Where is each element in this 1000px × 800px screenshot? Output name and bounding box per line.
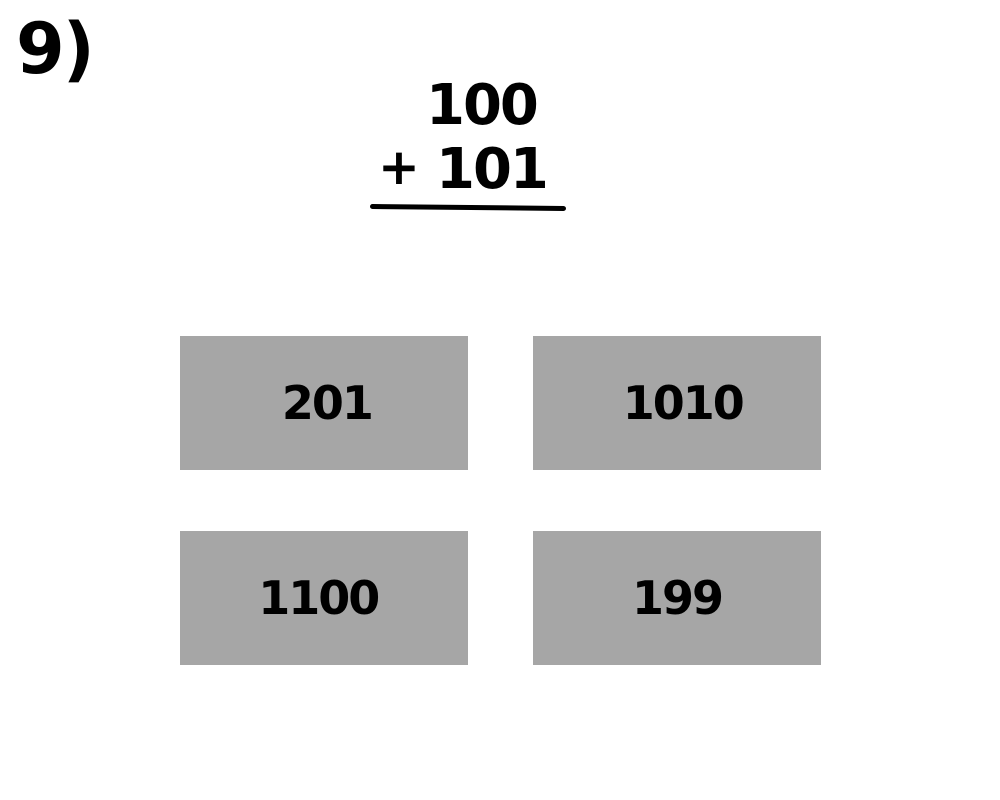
addition-problem: 100 + 101	[360, 74, 580, 224]
answer-choice-label: 199	[631, 571, 724, 625]
answer-choice-label: 1010	[622, 376, 745, 430]
question-number: 9)	[16, 8, 95, 90]
answer-choice-button[interactable]: 201	[180, 336, 468, 470]
answer-choice-button[interactable]: 1100	[180, 531, 468, 665]
answer-choice-button[interactable]: 1010	[533, 336, 821, 470]
sum-line	[369, 203, 567, 212]
answer-choice-label: 201	[281, 376, 374, 430]
plus-sign: +	[378, 138, 420, 196]
answer-choice-button[interactable]: 199	[533, 531, 821, 665]
answer-choice-label: 1100	[258, 571, 380, 625]
addend-bottom: 101	[436, 137, 549, 202]
addend-top: 100	[426, 73, 539, 138]
